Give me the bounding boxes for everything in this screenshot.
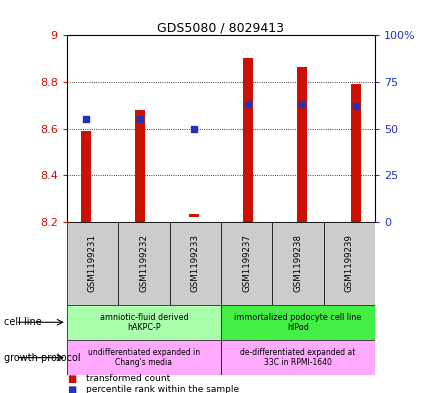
Bar — [67, 340, 221, 375]
Bar — [118, 222, 169, 305]
Bar — [272, 222, 323, 305]
Text: GSM1199233: GSM1199233 — [190, 234, 199, 292]
Point — [190, 125, 197, 132]
Point — [298, 101, 305, 108]
Text: ■: ■ — [67, 374, 76, 384]
Title: GDS5080 / 8029413: GDS5080 / 8029413 — [157, 21, 284, 34]
Text: GSM1199239: GSM1199239 — [344, 234, 353, 292]
Text: percentile rank within the sample: percentile rank within the sample — [86, 385, 239, 393]
Bar — [188, 214, 198, 217]
Bar — [67, 305, 221, 340]
Text: undifferentiated expanded in
Chang's media: undifferentiated expanded in Chang's med… — [88, 348, 200, 367]
Text: GSM1199231: GSM1199231 — [88, 234, 97, 292]
Bar — [350, 84, 360, 222]
Point — [244, 101, 251, 108]
Text: growth protocol: growth protocol — [4, 353, 81, 363]
Bar — [220, 222, 272, 305]
Bar — [296, 67, 306, 222]
Bar — [220, 340, 374, 375]
Bar — [243, 57, 252, 222]
Text: amniotic-fluid derived
hAKPC-P: amniotic-fluid derived hAKPC-P — [99, 312, 188, 332]
Bar — [220, 305, 374, 340]
Point — [136, 116, 143, 123]
Bar — [323, 222, 374, 305]
Text: transformed count: transformed count — [86, 374, 170, 383]
Text: GSM1199232: GSM1199232 — [139, 234, 148, 292]
Text: GSM1199237: GSM1199237 — [242, 234, 251, 292]
Bar — [169, 222, 220, 305]
Bar — [135, 110, 144, 222]
Text: ■: ■ — [67, 385, 76, 393]
Text: cell line: cell line — [4, 317, 42, 327]
Text: de-differentiated expanded at
33C in RPMI-1640: de-differentiated expanded at 33C in RPM… — [240, 348, 355, 367]
Point — [352, 103, 359, 109]
Bar — [67, 222, 118, 305]
Bar — [81, 131, 90, 222]
Text: immortalized podocyte cell line
hlPod: immortalized podocyte cell line hlPod — [234, 312, 361, 332]
Point — [82, 116, 89, 123]
Text: GSM1199238: GSM1199238 — [293, 234, 302, 292]
